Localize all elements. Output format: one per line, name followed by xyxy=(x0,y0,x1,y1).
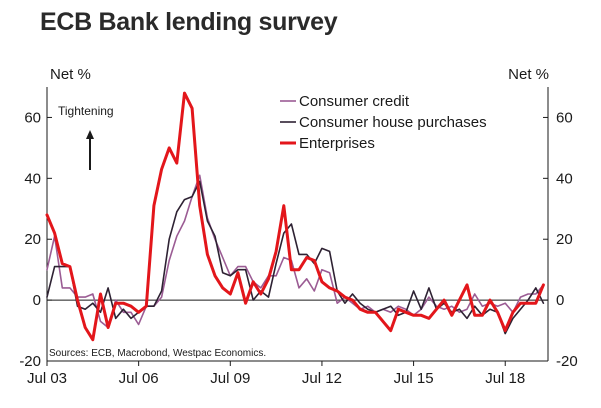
x-tick-label: Jul 18 xyxy=(485,370,525,387)
tightening-annotation: Tightening xyxy=(58,104,114,118)
legend-label: Consumer house purchases xyxy=(299,114,487,131)
axis-ticks: -20 -20 0 0 20 20 40 40 60 60 Jul 03 Jul 06 Jul 09 Ju… xyxy=(19,109,577,387)
y-tick-label-left: 0 xyxy=(33,292,41,309)
source-note: Sources: ECB, Macrobond, Westpac Economi… xyxy=(49,348,266,359)
y-tick-label-right: -20 xyxy=(556,353,578,370)
x-tick-label: Jul 03 xyxy=(27,370,67,387)
x-tick-label: Jul 12 xyxy=(302,370,342,387)
chart-title: ECB Bank lending survey xyxy=(40,8,338,36)
x-tick-label: Jul 09 xyxy=(210,370,250,387)
annotations: Tightening Sources: ECB, Macrobond, West… xyxy=(49,104,266,359)
legend: Consumer credit Consumer house purchases E… xyxy=(280,93,487,152)
plot-frame xyxy=(46,87,549,362)
series-line-consumer-house-purchases xyxy=(46,180,545,335)
y-tick-label-left: 20 xyxy=(24,231,41,248)
series-lines xyxy=(45,91,545,342)
y-tick-label-left: 40 xyxy=(24,170,41,187)
series-line-enterprises xyxy=(45,91,545,342)
y-tick-label-right: 60 xyxy=(556,109,573,126)
y-tick-label-right: 0 xyxy=(556,292,564,309)
x-tick-label: Jul 15 xyxy=(394,370,434,387)
x-tick-label: Jul 06 xyxy=(119,370,159,387)
legend-label: Consumer credit xyxy=(299,93,410,110)
legend-label: Enterprises xyxy=(299,135,375,152)
y-tick-label-left: -20 xyxy=(19,353,41,370)
right-axis-unit-label: Net % xyxy=(508,66,549,83)
y-tick-label-left: 60 xyxy=(24,109,41,126)
tightening-arrow-head-icon xyxy=(86,130,94,139)
y-tick-label-right: 40 xyxy=(556,170,573,187)
left-axis-unit-label: Net % xyxy=(50,66,91,83)
y-tick-label-right: 20 xyxy=(556,231,573,248)
